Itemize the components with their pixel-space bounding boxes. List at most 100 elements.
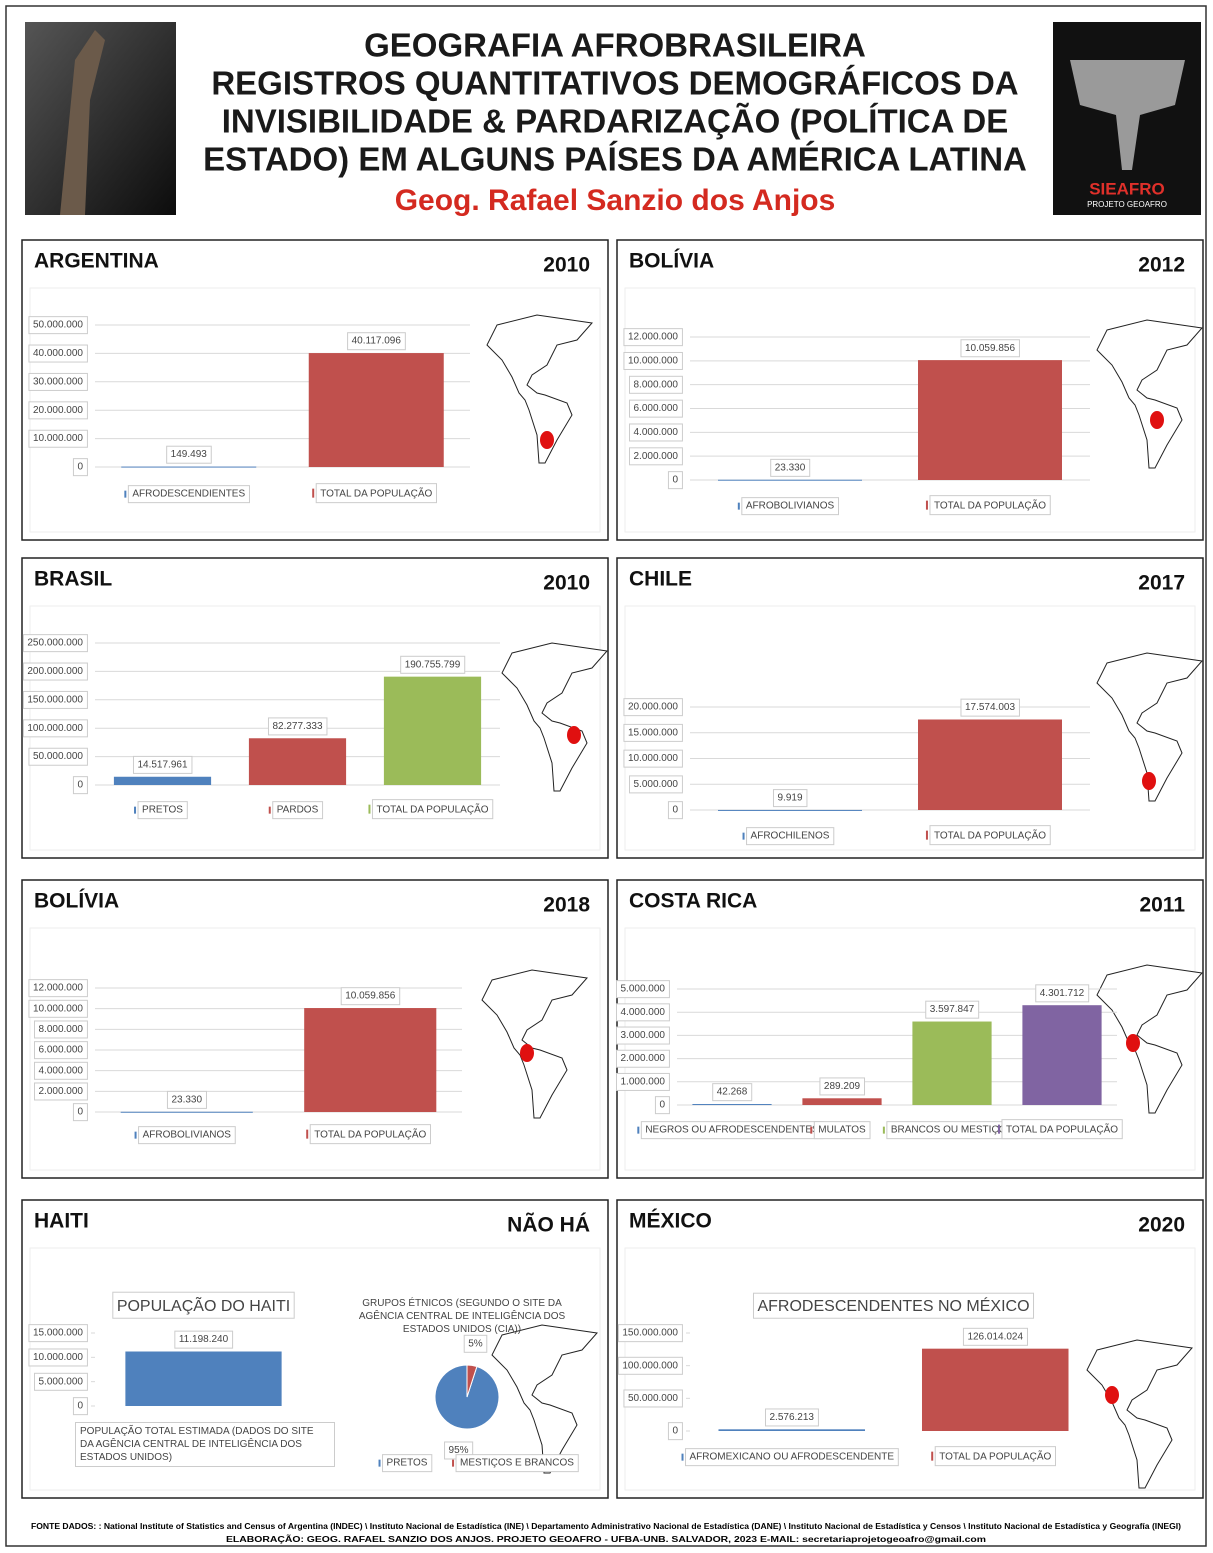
category-label: TOTAL DA POPULAÇÃO <box>320 487 432 500</box>
y-tick-label: 5.000.000 <box>621 984 666 995</box>
bar <box>718 810 862 811</box>
bar <box>918 719 1062 810</box>
value-label: 11.198.240 <box>179 1334 229 1345</box>
y-tick-label: 200.000.000 <box>27 666 83 677</box>
value-label: 42.268 <box>717 1087 748 1098</box>
panel-title: BOLÍVIA <box>629 250 714 273</box>
panel-title: BRASIL <box>34 568 112 591</box>
panel <box>617 240 1203 540</box>
legend-swatch <box>998 1125 1000 1134</box>
panel-year: 2018 <box>543 894 590 917</box>
y-tick-label: 5.000.000 <box>634 779 679 790</box>
panel-title: BOLÍVIA <box>34 890 119 913</box>
y-tick-label: 3.000.000 <box>621 1030 666 1041</box>
map-highlight <box>520 1044 534 1062</box>
header-title: INVISIBILIDADE & PARDARIZAÇÃO (POLÍTICA … <box>222 103 1009 140</box>
value-label: 126.014.024 <box>967 1331 1023 1342</box>
category-label: AFRODESCENDIENTES <box>132 489 245 500</box>
bar <box>912 1022 991 1105</box>
value-label: 23.330 <box>171 1094 202 1105</box>
category-label: AFROCHILENOS <box>751 831 830 842</box>
category-label: PRETOS <box>387 1458 428 1469</box>
panel-year: 2020 <box>1138 1214 1185 1237</box>
panel-year: 2012 <box>1138 254 1185 277</box>
footer-sources: FONTE DADOS: : National Institute of Sta… <box>31 1522 1181 1531</box>
y-tick-label: 10.000.000 <box>33 1003 83 1014</box>
y-tick-label: 250.000.000 <box>27 638 83 649</box>
chart-subtitle: GRUPOS ÉTNICOS (SEGUNDO O SITE DA AGÊNCI… <box>357 1297 567 1336</box>
panel-year: 2011 <box>1139 894 1185 917</box>
bar <box>718 480 862 481</box>
y-tick-label: 4.000.000 <box>621 1007 666 1018</box>
map-highlight <box>540 431 554 449</box>
category-label: TOTAL DA POPULAÇÃO <box>376 803 488 816</box>
y-tick-label: 15.000.000 <box>628 727 678 738</box>
panel-year: 2017 <box>1138 572 1185 595</box>
value-label: 23.330 <box>775 462 806 473</box>
panel <box>617 558 1203 858</box>
legend-swatch <box>135 1132 137 1139</box>
y-tick-label: 0 <box>672 805 678 816</box>
category-label: PRETOS <box>142 805 183 816</box>
value-label: 289.209 <box>824 1081 861 1092</box>
y-tick-label: 50.000.000 <box>628 1393 678 1404</box>
bar <box>309 353 444 467</box>
map-highlight <box>1105 1386 1119 1404</box>
category-label: AFROMEXICANO OU AFRODESCENDENTE <box>690 1452 895 1463</box>
value-label: 2.576.213 <box>770 1412 815 1423</box>
bar <box>384 677 481 785</box>
y-tick-label: 8.000.000 <box>39 1024 84 1035</box>
map-highlight <box>1142 772 1156 790</box>
y-tick-label: 0 <box>77 1401 83 1412</box>
panel-title: ARGENTINA <box>34 250 159 273</box>
y-tick-label: 20.000.000 <box>33 405 83 416</box>
author: Geog. Rafael Sanzio dos Anjos <box>395 184 836 217</box>
bar <box>125 1352 281 1406</box>
panel-year: 2010 <box>543 254 590 277</box>
y-tick-label: 12.000.000 <box>628 332 678 343</box>
legend-swatch <box>883 1127 885 1134</box>
y-tick-label: 100.000.000 <box>27 723 83 734</box>
y-tick-label: 8.000.000 <box>634 379 679 390</box>
category-label: TOTAL DA POPULAÇÃO <box>1006 1123 1118 1136</box>
value-label: 5% <box>468 1338 483 1349</box>
y-tick-label: 6.000.000 <box>634 403 679 414</box>
value-label: 149.493 <box>171 449 208 460</box>
legend-swatch <box>738 503 740 510</box>
y-tick-label: 0 <box>672 475 678 486</box>
category-label: MESTIÇOS E BRANCOS <box>460 1458 574 1469</box>
panel-title: HAITI <box>34 1210 89 1233</box>
y-tick-label: 0 <box>77 780 83 791</box>
bar <box>304 1008 436 1112</box>
y-tick-label: 10.000.000 <box>33 433 83 444</box>
y-tick-label: 30.000.000 <box>33 376 83 387</box>
category-label: TOTAL DA POPULAÇÃO <box>314 1128 426 1141</box>
category-label: BRANCOS OU MESTIÇOS <box>891 1125 1014 1136</box>
value-label: 190.755.799 <box>405 659 461 670</box>
panel-title: COSTA RICA <box>629 890 757 913</box>
y-tick-label: 0 <box>659 1100 665 1111</box>
legend-swatch <box>931 1452 933 1461</box>
value-label: 82.277.333 <box>272 721 322 732</box>
y-tick-label: 10.000.000 <box>628 355 678 366</box>
header-title: REGISTROS QUANTITATIVOS DEMOGRÁFICOS DA <box>211 65 1018 102</box>
legend-swatch <box>134 807 136 814</box>
map-highlight <box>567 726 581 744</box>
y-tick-label: 4.000.000 <box>634 427 679 438</box>
legend-swatch <box>743 833 745 840</box>
y-tick-label: 50.000.000 <box>33 320 83 331</box>
bar <box>121 1112 253 1113</box>
legend-swatch <box>306 1130 308 1139</box>
legend-swatch <box>926 831 928 840</box>
footer-credits: ELABORAÇÃO: GEOG. RAFAEL SANZIO DOS ANJO… <box>226 1535 986 1544</box>
bar <box>918 360 1062 480</box>
legend-swatch <box>452 1460 454 1467</box>
map-highlight <box>1150 411 1164 429</box>
panel-title: MÉXICO <box>629 1210 712 1233</box>
bar <box>802 1098 881 1105</box>
y-tick-label: 12.000.000 <box>33 983 83 994</box>
y-tick-label: 100.000.000 <box>622 1360 678 1371</box>
y-tick-label: 1.000.000 <box>621 1076 666 1087</box>
category-label: PARDOS <box>277 805 319 816</box>
value-label: 14.517.961 <box>137 759 187 770</box>
